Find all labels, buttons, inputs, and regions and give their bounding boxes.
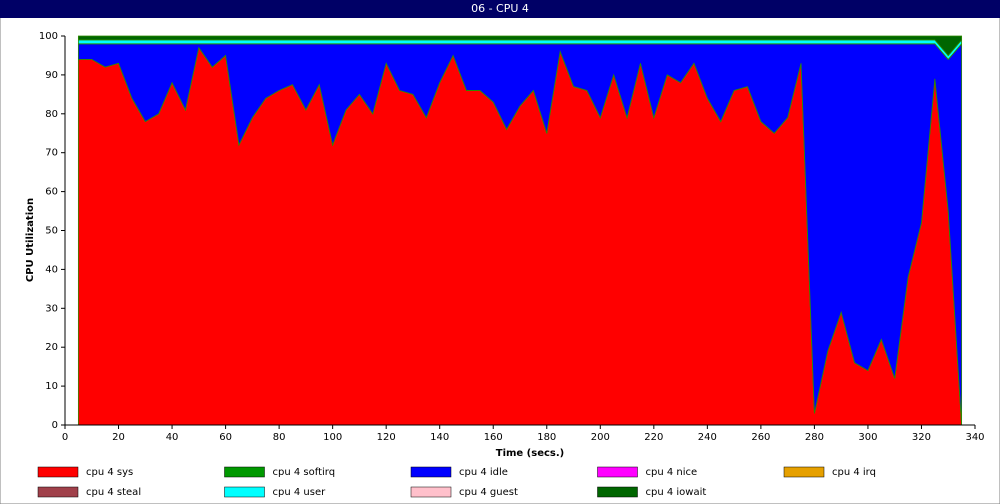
x-tick-label: 240 <box>698 432 717 443</box>
legend-swatch <box>224 486 265 498</box>
legend-swatch <box>37 466 79 478</box>
y-tick-label: 100 <box>39 31 58 42</box>
plot-area <box>77 35 963 426</box>
legend-swatch <box>597 486 638 498</box>
x-tick-label: 320 <box>912 432 931 443</box>
x-tick-label: 20 <box>112 432 125 443</box>
y-tick-label: 60 <box>45 187 58 198</box>
legend-label: cpu 4 nice <box>646 467 698 478</box>
legend-swatch <box>597 466 638 478</box>
legend-swatch <box>783 466 825 478</box>
legend-label: cpu 4 steal <box>86 487 141 498</box>
legend-swatch <box>37 486 79 498</box>
x-tick-label: 200 <box>591 432 610 443</box>
x-tick-label: 120 <box>377 432 396 443</box>
legend-swatch <box>410 466 452 478</box>
legend-label: cpu 4 guest <box>459 487 518 498</box>
x-tick-label: 40 <box>166 432 179 443</box>
legend-swatch <box>410 486 452 498</box>
y-tick-label: 10 <box>45 381 58 392</box>
legend-label: cpu 4 user <box>273 487 327 498</box>
x-tick-label: 140 <box>430 432 449 443</box>
y-tick-label: 40 <box>45 264 58 275</box>
x-tick-label: 100 <box>323 432 342 443</box>
x-tick-label: 180 <box>537 432 556 443</box>
legend-label: cpu 4 irq <box>832 467 876 478</box>
legend-swatch <box>224 466 265 478</box>
legend-label: cpu 4 softirq <box>273 467 336 478</box>
x-tick-label: 160 <box>484 432 503 443</box>
y-tick-label: 30 <box>45 303 58 314</box>
x-tick-label: 60 <box>219 432 232 443</box>
title-bar <box>0 0 1000 18</box>
y-axis-label: CPU Utilization <box>25 198 36 282</box>
y-tick-label: 70 <box>45 148 58 159</box>
y-tick-label: 50 <box>45 226 58 237</box>
x-tick-label: 260 <box>751 432 770 443</box>
y-tick-label: 0 <box>52 420 58 431</box>
y-tick-label: 80 <box>45 109 58 120</box>
x-tick-label: 280 <box>805 432 824 443</box>
y-tick-label: 20 <box>45 342 58 353</box>
legend-label: cpu 4 sys <box>86 467 133 478</box>
legend-label: cpu 4 idle <box>459 467 508 478</box>
x-tick-label: 300 <box>858 432 877 443</box>
x-tick-label: 80 <box>273 432 286 443</box>
x-tick-label: 220 <box>644 432 663 443</box>
x-axis-label: Time (secs.) <box>496 448 565 459</box>
chart-title: 06 - CPU 4 <box>471 2 529 15</box>
area <box>77 35 963 57</box>
x-tick-label: 0 <box>62 432 68 443</box>
x-tick-label: 340 <box>965 432 984 443</box>
y-tick-label: 90 <box>45 70 58 81</box>
legend-label: cpu 4 iowait <box>646 487 707 498</box>
